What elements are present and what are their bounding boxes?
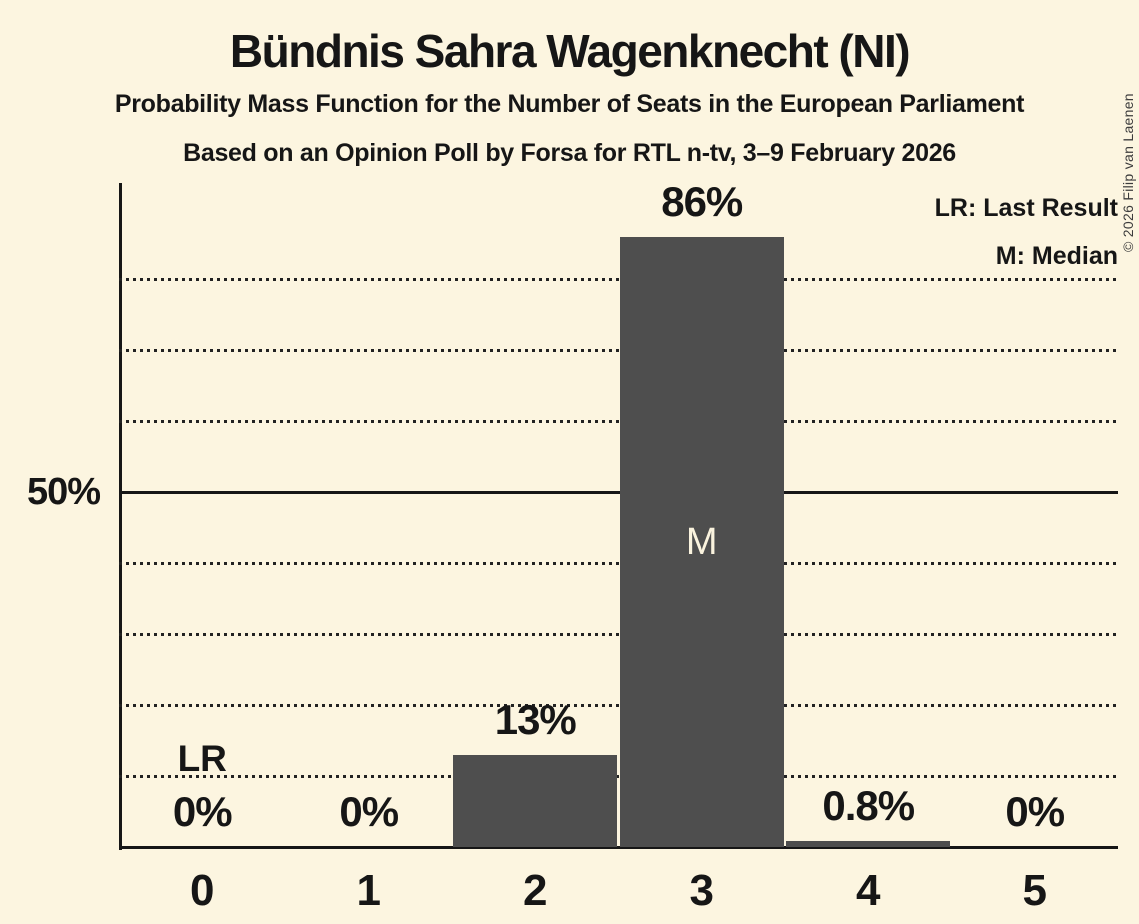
plot-area: 0% 0% 13% 86% 0.8% 0% LR M [119,177,1118,847]
bar-value-label-1: 0% [339,788,399,835]
page-title: Bündnis Sahra Wagenknecht (NI) [229,25,911,77]
legend-median: M: Median [995,242,1118,270]
x-tick-label-0: 0 [190,866,215,915]
annotation-m-seat-3: M [685,520,718,563]
gridline-20pct [119,703,1118,707]
legend: LR: Last Result M: Median [935,184,1118,280]
annotation-lr-seat-0: LR [177,738,227,779]
chart-subtitle: Probability Mass Function for the Number… [114,90,1025,118]
chart-source-line: Based on an Opinion Poll by Forsa for RT… [183,139,956,167]
gridline-60pct [119,419,1118,423]
bar-seats-4 [786,841,951,847]
y-axis-line [119,183,122,850]
legend-last-result: LR: Last Result [934,194,1118,222]
bar-value-label-2: 13% [494,695,577,743]
gridline-40pct [119,561,1118,565]
gridline-30pct [119,632,1118,636]
bar-value-label-0: 0% [172,788,233,835]
x-tick-label-3: 3 [689,866,714,915]
bar-seats-2 [453,754,618,847]
bar-value-label-3: 86% [661,177,743,225]
x-tick-label-2: 2 [523,866,548,915]
x-tick-label-1: 1 [356,866,381,915]
x-tick-label-5: 5 [1022,866,1047,915]
x-tick-label-4: 4 [856,866,881,915]
bar-seats-3 [619,236,784,847]
gridline-70pct [119,348,1118,352]
y-axis-50pct-label: 50% [26,471,101,513]
copyright-notice: © 2026 Filip van Laenen [1120,93,1136,252]
x-axis-line [119,846,1118,849]
gridline-10pct [119,774,1118,778]
gridline-solid-50pct [119,490,1118,494]
gridline-80pct [119,277,1118,281]
bar-value-label-4: 0.8% [822,782,915,830]
bar-value-label-5: 0% [1005,788,1065,835]
